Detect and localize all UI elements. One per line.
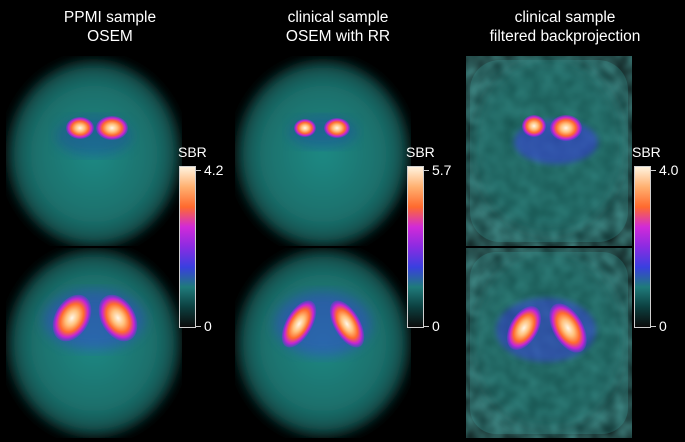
colorbar-max-1: 4.2 <box>204 162 224 178</box>
colorbar-3 <box>634 166 651 328</box>
colorbar-2 <box>407 166 424 328</box>
title-line-2: OSEM with RR <box>285 28 391 45</box>
title-line-1: clinical sample <box>514 9 616 26</box>
colorbar-min-1: 0 <box>204 318 212 334</box>
brain-scan-lower-1 <box>8 250 180 436</box>
colorbar-min-2: 0 <box>432 318 440 334</box>
colorbar-gradient-2 <box>408 167 423 327</box>
colorbar-tick-min-2 <box>424 326 429 327</box>
brain-scan-lower-3 <box>470 252 628 434</box>
colorbar-tick-min-3 <box>651 326 656 327</box>
title-line-2: OSEM <box>87 28 133 45</box>
colorbar-max-2: 5.7 <box>432 162 452 178</box>
colorbar-1 <box>179 166 196 328</box>
colorbar-label-3: SBR <box>632 144 661 160</box>
column-title-1: PPMI sample OSEM <box>10 8 210 46</box>
colorbar-min-3: 0 <box>659 318 667 334</box>
brain-scan-upper-3 <box>470 58 628 242</box>
colorbar-gradient-1 <box>180 167 195 327</box>
colorbar-gradient-3 <box>635 167 650 327</box>
title-line-1: clinical sample <box>287 9 389 26</box>
colorbar-label-1: SBR <box>178 144 207 160</box>
brain-scan-lower-2 <box>237 250 409 436</box>
colorbar-label-2: SBR <box>406 144 435 160</box>
colorbar-tick-max-3 <box>651 170 656 171</box>
column-title-3: clinical sample filtered backprojection <box>465 8 665 46</box>
colorbar-max-3: 4.0 <box>659 162 679 178</box>
title-line-2: filtered backprojection <box>489 28 641 45</box>
colorbar-tick-max-1 <box>196 170 201 171</box>
column-title-2: clinical sample OSEM with RR <box>238 8 438 46</box>
title-line-1: PPMI sample <box>63 9 157 26</box>
colorbar-tick-max-2 <box>424 170 429 171</box>
brain-scan-upper-2 <box>237 61 409 246</box>
colorbar-tick-min-1 <box>196 326 201 327</box>
brain-scan-upper-1 <box>8 61 180 246</box>
